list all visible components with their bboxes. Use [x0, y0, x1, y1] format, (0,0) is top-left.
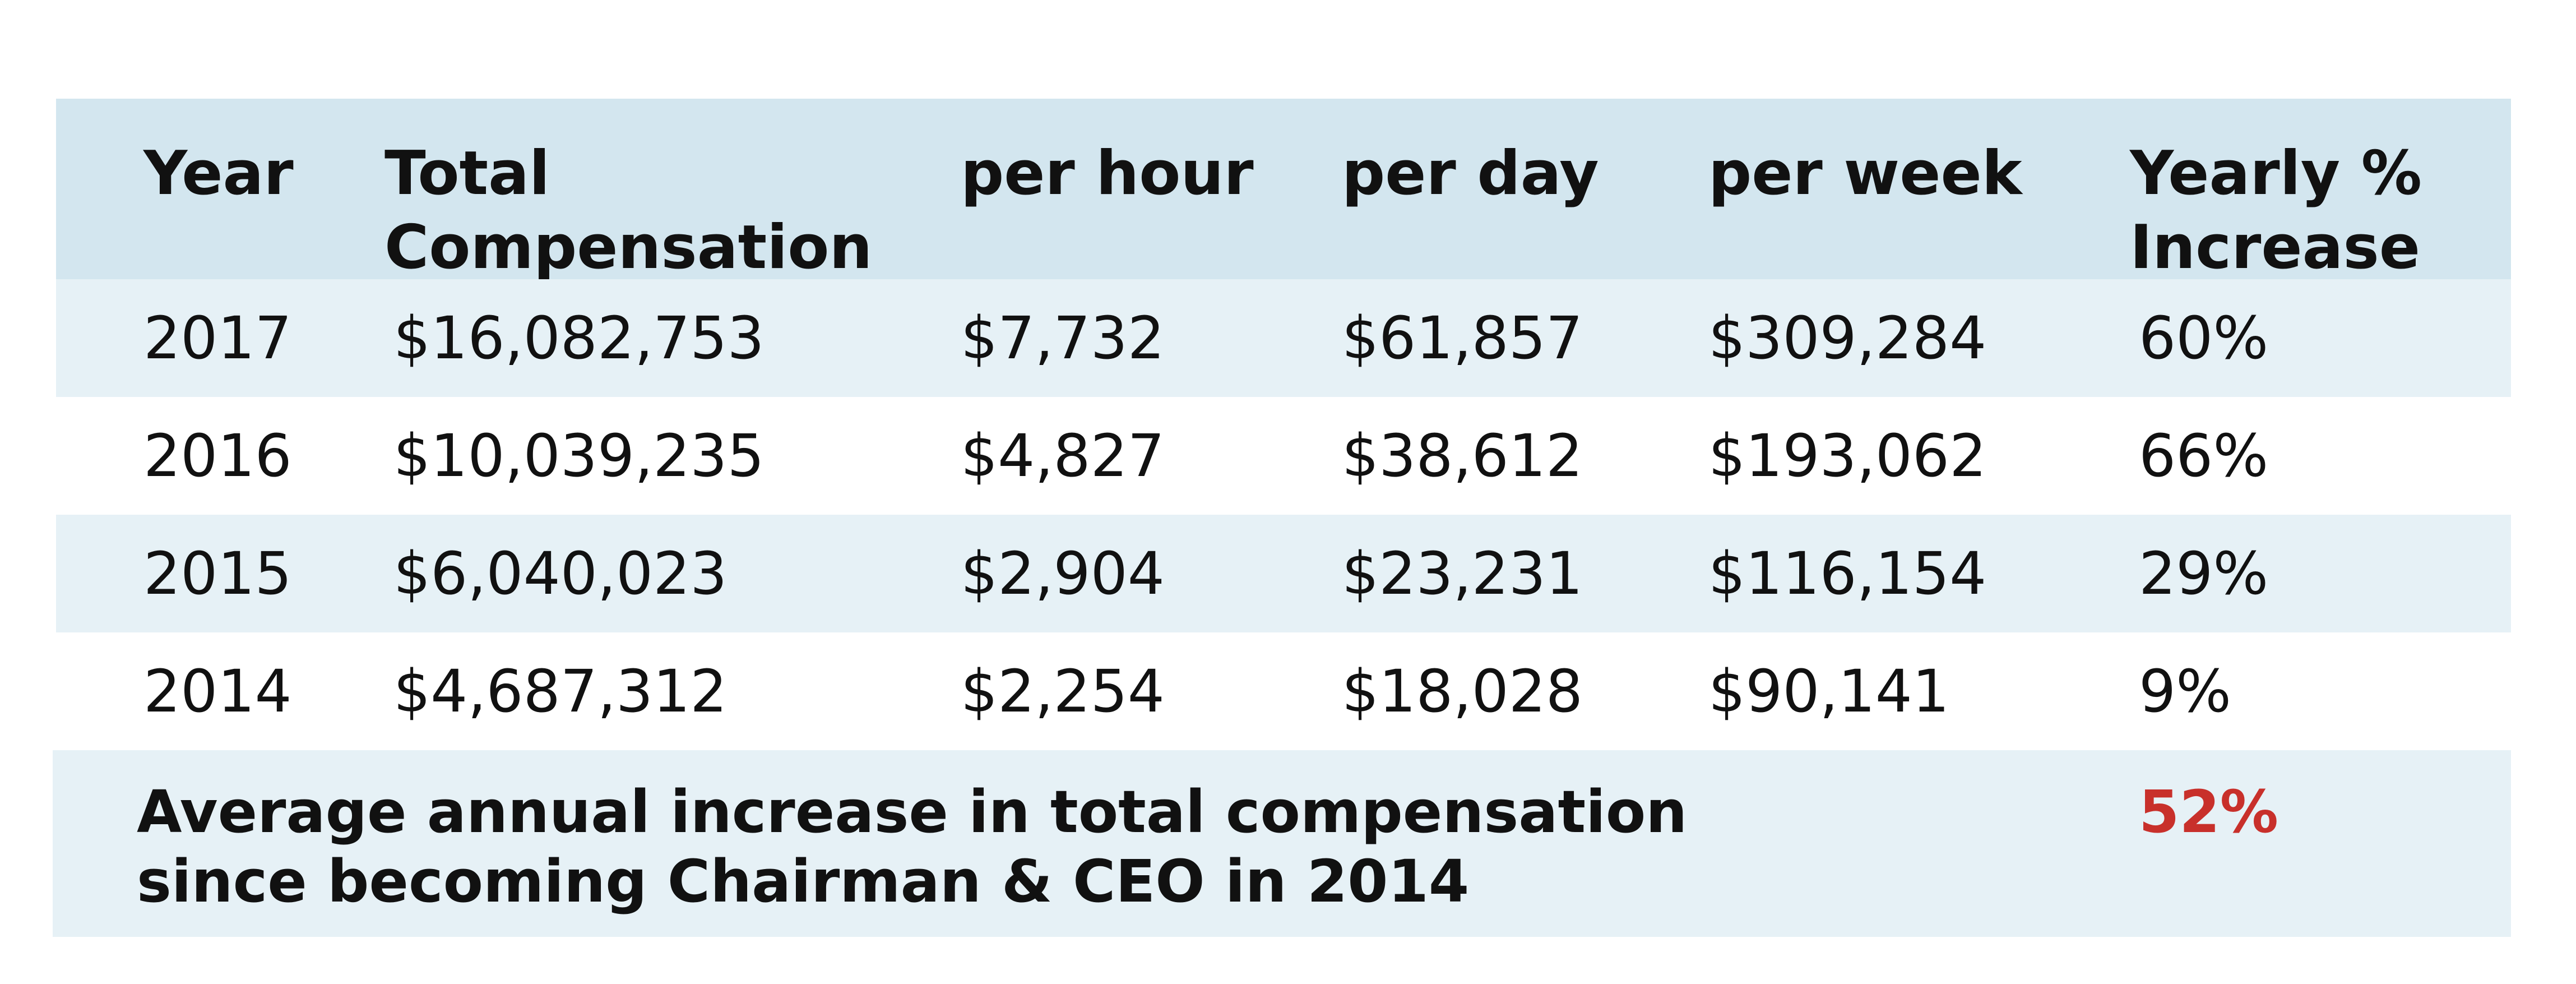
cell-per-hour: $2,254	[961, 657, 1165, 726]
header-total-compensation: Total Compensation	[384, 138, 873, 283]
footer-average-label: Average annual increase in total compens…	[137, 778, 1688, 916]
cell-per-hour: $4,827	[961, 422, 1165, 490]
cell-per-week: $193,062	[1708, 422, 1987, 490]
cell-year: 2017	[143, 304, 292, 372]
cell-year: 2015	[143, 539, 292, 608]
cell-per-day: $23,231	[1342, 539, 1583, 608]
table-footer-row: Average annual increase in total compens…	[53, 750, 2511, 937]
table-header-row: Year Total Compensation per hour per day…	[56, 99, 2511, 283]
cell-per-week: $90,141	[1708, 657, 1950, 726]
cell-total-compensation: $10,039,235	[393, 422, 765, 490]
cell-yearly-increase: 66%	[2139, 422, 2269, 490]
header-per-week: per week	[1708, 138, 2022, 209]
cell-total-compensation: $16,082,753	[393, 304, 765, 372]
cell-per-hour: $7,732	[961, 304, 1165, 372]
cell-yearly-increase: 60%	[2139, 304, 2269, 372]
cell-per-hour: $2,904	[961, 539, 1165, 608]
header-year: Year	[143, 138, 294, 209]
cell-yearly-increase: 9%	[2139, 657, 2231, 726]
cell-year: 2016	[143, 422, 292, 490]
footer-average-value: 52%	[2139, 778, 2278, 846]
cell-per-day: $61,857	[1342, 304, 1583, 372]
header-per-day: per day	[1342, 138, 1599, 209]
table-row: 2017 $16,082,753 $7,732 $61,857 $309,284…	[56, 279, 2511, 397]
cell-per-day: $38,612	[1342, 422, 1583, 490]
cell-year: 2014	[143, 657, 292, 726]
cell-per-week: $116,154	[1708, 539, 1987, 608]
cell-yearly-increase: 29%	[2139, 539, 2269, 608]
cell-per-day: $18,028	[1342, 657, 1583, 726]
header-yearly-increase: Yearly % Increase	[2130, 138, 2422, 283]
header-per-hour: per hour	[961, 138, 1254, 209]
table-row: 2016 $10,039,235 $4,827 $38,612 $193,062…	[56, 397, 2511, 515]
table-row: 2015 $6,040,023 $2,904 $23,231 $116,154 …	[56, 515, 2511, 632]
cell-per-week: $309,284	[1708, 304, 1987, 372]
table-row: 2014 $4,687,312 $2,254 $18,028 $90,141 9…	[56, 632, 2511, 750]
cell-total-compensation: $6,040,023	[393, 539, 728, 608]
cell-total-compensation: $4,687,312	[393, 657, 728, 726]
compensation-table: Year Total Compensation per hour per day…	[53, 99, 2511, 937]
